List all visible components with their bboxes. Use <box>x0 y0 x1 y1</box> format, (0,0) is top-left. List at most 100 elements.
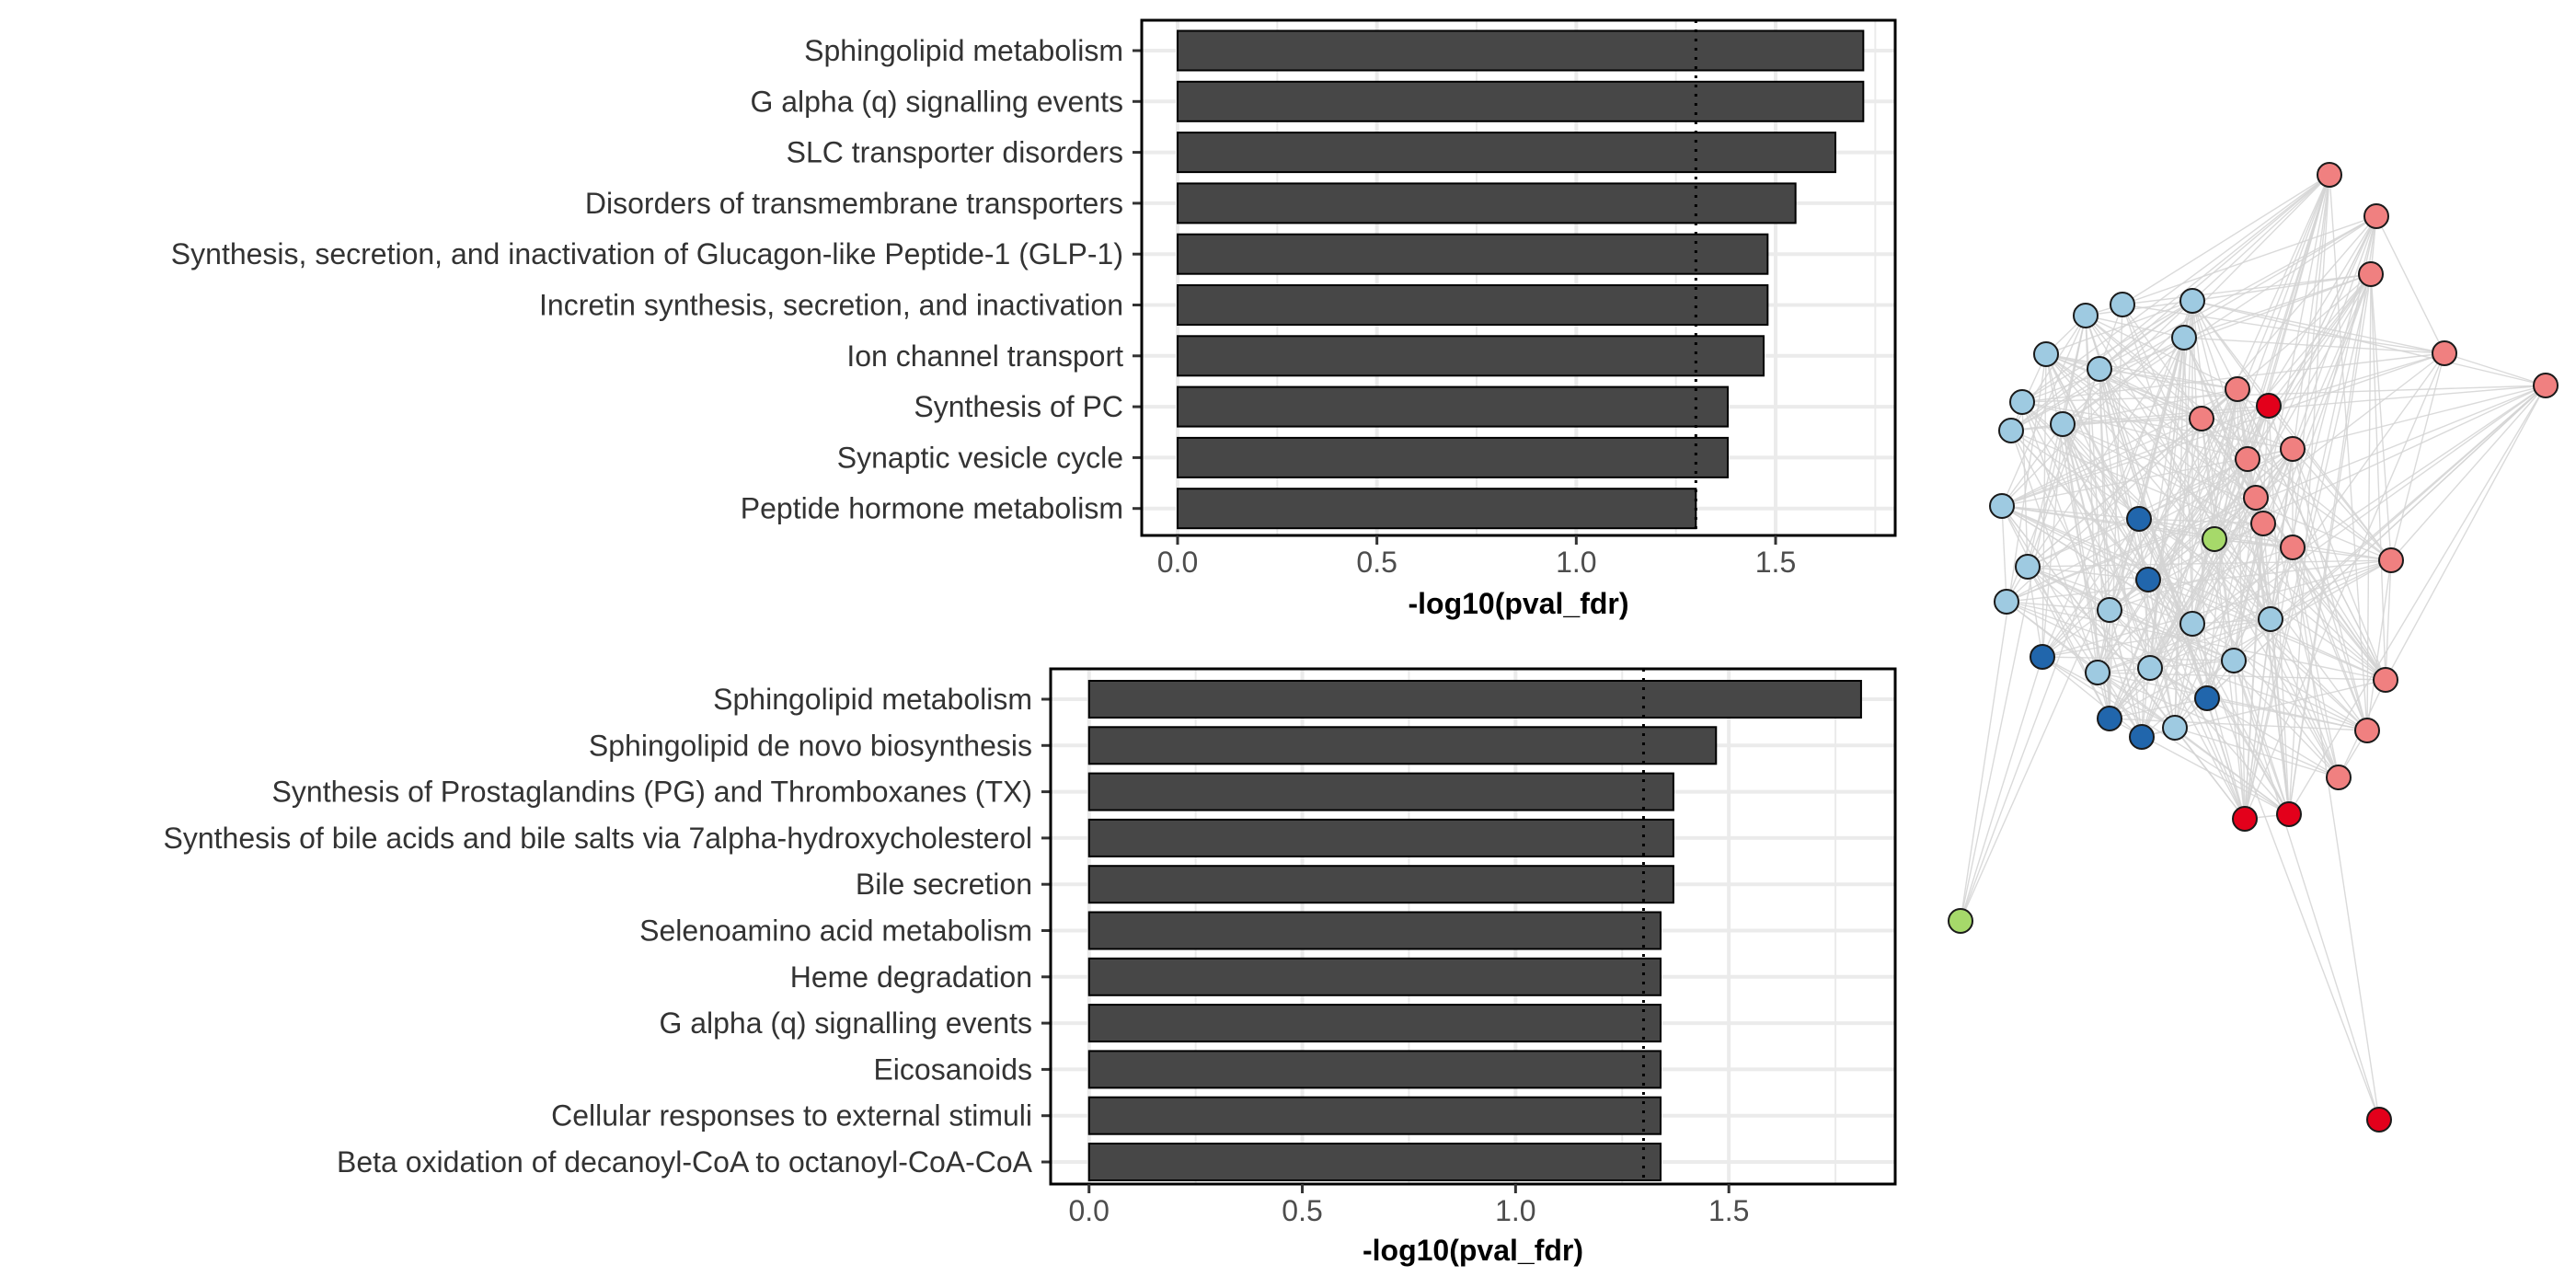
network-edge <box>2010 430 2110 611</box>
network-edge <box>2233 660 2290 815</box>
network-edge <box>2390 385 2547 561</box>
network-edge <box>2292 546 2368 731</box>
network-edge <box>2045 300 2193 355</box>
network-edge <box>2122 273 2372 305</box>
network-node <box>2354 718 2380 743</box>
network-edge <box>2001 505 2271 620</box>
bar <box>1087 911 1662 950</box>
network-edge <box>2174 727 2340 778</box>
bar <box>1177 335 1765 377</box>
network-edge <box>2174 352 2445 729</box>
network-edge <box>2288 273 2372 815</box>
network-node <box>2280 535 2306 560</box>
network-node <box>2162 715 2188 741</box>
category-label: Heme degradation <box>790 960 1032 994</box>
x-tick-label: 1.0 <box>1556 546 1596 579</box>
network-edge <box>2045 353 2202 420</box>
network-edge <box>2270 559 2392 620</box>
network-edge <box>2147 579 2340 778</box>
category-label: Synaptic vesicle cycle <box>837 441 1123 474</box>
network-edge <box>2191 174 2330 302</box>
x-axis-title: -log10(pval_fdr) <box>1408 587 1628 620</box>
network-edge <box>2010 430 2099 673</box>
network-edge <box>2122 215 2377 305</box>
network-edge <box>2138 518 2215 540</box>
category-label: Cellular responses to external stimuli <box>551 1099 1032 1133</box>
network-edge <box>2149 385 2547 669</box>
category-label: Bile secretion <box>856 868 1032 901</box>
network-edge <box>2041 656 2235 661</box>
network-node <box>2243 485 2269 511</box>
category-label: Synthesis of bile acids and bile salts v… <box>163 822 1032 855</box>
category-label: Selenoamino acid metabolism <box>639 914 1032 948</box>
network-edge <box>2191 300 2445 354</box>
network-edge <box>2149 448 2294 669</box>
network-node <box>2258 606 2283 632</box>
network-edge <box>2292 546 2380 1121</box>
network-node <box>2280 436 2306 462</box>
network-node <box>2050 411 2076 437</box>
network-edge <box>2206 697 2368 731</box>
network-node <box>2087 356 2112 382</box>
network-edge <box>2097 618 2271 673</box>
category-label: Beta oxidation of decanoyl-CoA to octano… <box>337 1145 1033 1179</box>
network-edge <box>2001 505 2386 681</box>
network-node <box>2110 292 2135 317</box>
bar <box>1177 385 1729 428</box>
network-edge <box>2001 505 2140 520</box>
network-edge <box>2062 423 2099 673</box>
network-edge <box>2006 601 2110 611</box>
network-edge <box>2021 401 2248 460</box>
network-edge <box>2006 601 2368 731</box>
network-edge <box>2062 423 2246 820</box>
x-axis-title: -log10(pval_fdr) <box>1363 1234 1583 1267</box>
network-edge <box>2027 566 2151 669</box>
network-edge <box>2097 215 2377 673</box>
network-edge <box>2041 656 2143 738</box>
network-edge <box>2233 523 2264 661</box>
network-graph <box>1948 162 2559 1133</box>
network-edge <box>2085 315 2238 390</box>
network-edge <box>2385 559 2392 681</box>
network-edge <box>2006 559 2392 603</box>
category-label: Sphingolipid metabolism <box>713 683 1032 716</box>
network-edge <box>2237 388 2294 450</box>
bar <box>1177 284 1769 326</box>
network-node <box>1948 908 1973 934</box>
network-edge <box>2041 656 2176 729</box>
network-node <box>2009 389 2035 415</box>
network-node <box>2171 325 2197 351</box>
network-edge <box>2191 300 2392 561</box>
network-edge <box>2191 385 2547 625</box>
category-label: Sphingolipid de novo biosynthesis <box>589 729 1032 762</box>
network-edge <box>2085 315 2099 673</box>
network-edge <box>2021 401 2143 738</box>
network-edge <box>2099 368 2246 820</box>
network-node <box>2533 373 2559 398</box>
network-edge <box>2001 423 2064 507</box>
category-label: Synthesis of Prostaglandins (PG) and Thr… <box>272 776 1032 809</box>
network-node <box>2373 667 2398 693</box>
bar-chart-bottom: Sphingolipid metabolism Sphingolipid de n… <box>163 667 1897 1267</box>
network-edge <box>2097 672 2340 778</box>
network-edge <box>2062 337 2185 425</box>
network-edge <box>2097 672 2143 738</box>
network-edge <box>2027 566 2235 661</box>
network-edge <box>2001 315 2087 507</box>
network-edge <box>2206 697 2340 778</box>
network-node <box>2366 1107 2392 1133</box>
bar <box>1177 132 1836 174</box>
network-node <box>2378 547 2404 573</box>
network-edge <box>2027 566 2193 625</box>
network-edge <box>2021 385 2547 403</box>
network-edge <box>2027 566 2099 673</box>
bar <box>1087 865 1674 904</box>
network-edge <box>2174 727 2246 820</box>
network-edge <box>2292 215 2377 450</box>
network-edge <box>2062 423 2392 561</box>
network-edge <box>2268 352 2445 407</box>
network-node <box>2363 203 2389 229</box>
network-edge <box>2138 518 2151 669</box>
network-node <box>2250 511 2276 536</box>
network-edge <box>2085 315 2185 339</box>
